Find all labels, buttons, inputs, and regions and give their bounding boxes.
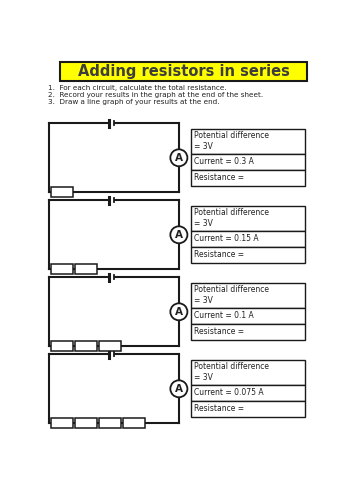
Text: Resistance =: Resistance = bbox=[194, 404, 244, 413]
FancyBboxPatch shape bbox=[75, 342, 97, 351]
FancyBboxPatch shape bbox=[191, 308, 305, 324]
FancyBboxPatch shape bbox=[191, 230, 305, 246]
Text: Potential difference
= 3V: Potential difference = 3V bbox=[194, 362, 268, 382]
Circle shape bbox=[170, 304, 188, 320]
FancyBboxPatch shape bbox=[51, 342, 73, 351]
Text: Current = 0.15 A: Current = 0.15 A bbox=[194, 234, 258, 243]
Text: Potential difference
= 3V: Potential difference = 3V bbox=[194, 132, 268, 152]
FancyBboxPatch shape bbox=[191, 324, 305, 340]
Text: Resistance =: Resistance = bbox=[194, 328, 244, 336]
Text: Current = 0.1 A: Current = 0.1 A bbox=[194, 311, 253, 320]
Text: 3.  Draw a line graph of your results at the end.: 3. Draw a line graph of your results at … bbox=[48, 100, 219, 105]
Text: A: A bbox=[175, 153, 183, 163]
Text: Current = 0.075 A: Current = 0.075 A bbox=[194, 388, 263, 397]
Text: Potential difference
= 3V: Potential difference = 3V bbox=[194, 286, 268, 306]
Text: 2.  Record your results in the graph at the end of the sheet.: 2. Record your results in the graph at t… bbox=[48, 92, 263, 98]
Text: Potential difference
= 3V: Potential difference = 3V bbox=[194, 208, 268, 229]
Text: Current = 0.3 A: Current = 0.3 A bbox=[194, 157, 254, 166]
Text: A: A bbox=[175, 384, 183, 394]
FancyBboxPatch shape bbox=[191, 360, 305, 384]
Text: 1.  For each circuit, calculate the total resistance.: 1. For each circuit, calculate the total… bbox=[48, 84, 227, 90]
Circle shape bbox=[170, 226, 188, 244]
Circle shape bbox=[170, 150, 188, 166]
FancyBboxPatch shape bbox=[51, 418, 73, 428]
Text: A: A bbox=[175, 230, 183, 240]
FancyBboxPatch shape bbox=[99, 342, 121, 351]
Circle shape bbox=[170, 380, 188, 398]
FancyBboxPatch shape bbox=[191, 246, 305, 263]
Text: Resistance =: Resistance = bbox=[194, 174, 244, 182]
FancyBboxPatch shape bbox=[191, 384, 305, 400]
FancyBboxPatch shape bbox=[191, 400, 305, 417]
FancyBboxPatch shape bbox=[75, 264, 97, 274]
FancyBboxPatch shape bbox=[75, 418, 97, 428]
FancyBboxPatch shape bbox=[123, 418, 145, 428]
Text: Resistance =: Resistance = bbox=[194, 250, 244, 260]
FancyBboxPatch shape bbox=[51, 188, 73, 198]
FancyBboxPatch shape bbox=[191, 206, 305, 231]
Text: A: A bbox=[175, 307, 183, 317]
FancyBboxPatch shape bbox=[99, 418, 121, 428]
FancyBboxPatch shape bbox=[191, 170, 305, 186]
FancyBboxPatch shape bbox=[191, 130, 305, 154]
FancyBboxPatch shape bbox=[191, 154, 305, 170]
FancyBboxPatch shape bbox=[51, 264, 73, 274]
FancyBboxPatch shape bbox=[191, 284, 305, 308]
Text: Adding resistors in series: Adding resistors in series bbox=[78, 64, 290, 80]
FancyBboxPatch shape bbox=[60, 62, 307, 81]
